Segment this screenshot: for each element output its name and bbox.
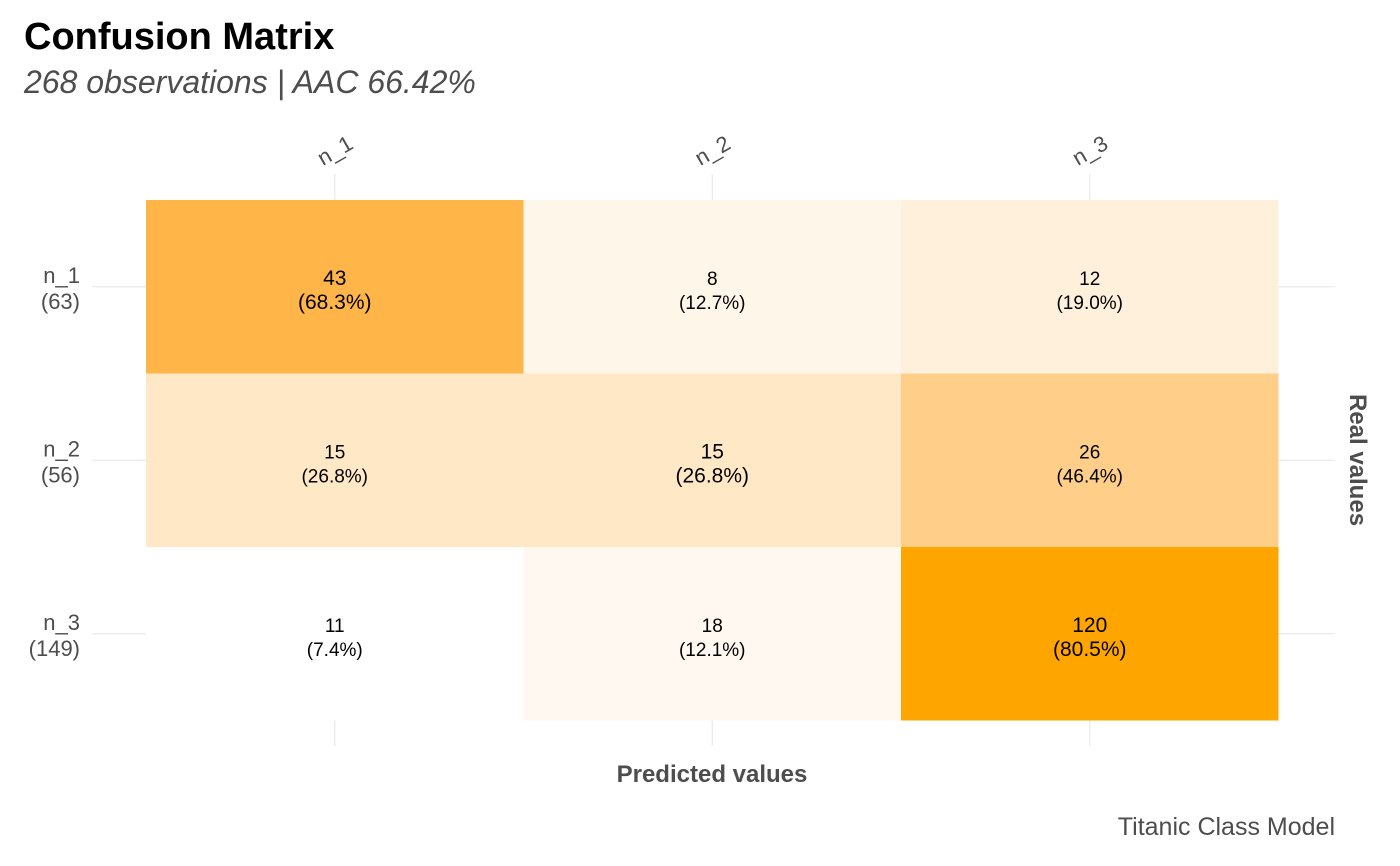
x-tick-labels: n_1 n_2 n_3 — [313, 130, 1112, 170]
cell-percent-label: (26.8%) — [301, 466, 368, 487]
y-tick-total-label: (56) — [41, 462, 80, 487]
heatmap-cell — [901, 200, 1279, 374]
chart-caption: Titanic Class Model — [1117, 813, 1335, 841]
y-tick-label: n_3 — [43, 610, 80, 635]
cell-percent-label: (12.7%) — [679, 293, 746, 314]
cell-count-label: 15 — [324, 442, 345, 463]
cell-percent-label: (80.5%) — [1053, 638, 1127, 661]
cell-count-label: 12 — [1079, 269, 1100, 290]
cell-count-label: 11 — [325, 616, 345, 637]
heatmap-cell — [523, 547, 901, 721]
x-tick-label: n_1 — [313, 130, 357, 170]
y-axis-title: Real values — [1344, 394, 1371, 526]
cell-percent-label: (26.8%) — [675, 464, 749, 487]
heatmap-cell — [146, 373, 524, 547]
x-tick-label: n_3 — [1068, 130, 1112, 170]
cell-count-label: 8 — [707, 269, 718, 290]
y-tick-labels: n_1(63) n_2(56) n_3(149) — [29, 263, 80, 661]
cell-count-label: 43 — [323, 267, 346, 290]
cell-percent-label: (19.0%) — [1056, 293, 1123, 314]
x-tick-label: n_2 — [690, 130, 734, 170]
heatmap-cell — [523, 200, 901, 374]
heatmap-cell — [146, 547, 524, 721]
heatmap-cell — [901, 547, 1279, 721]
cell-percent-label: (46.4%) — [1056, 466, 1123, 487]
cell-count-label: 15 — [701, 440, 724, 463]
heatmap-cells: 43(68.3%)8(12.7%)12(19.0%)15(26.8%)15(26… — [146, 200, 1279, 721]
cell-percent-label: (12.1%) — [679, 640, 746, 661]
cell-count-label: 120 — [1072, 614, 1107, 637]
chart-title: Confusion Matrix — [24, 16, 335, 58]
cell-count-label: 18 — [702, 616, 723, 637]
y-tick-label: n_2 — [43, 436, 80, 461]
chart-subtitle: 268 observations | AAC 66.42% — [24, 64, 476, 100]
y-tick-total-label: (63) — [41, 289, 80, 314]
cell-percent-label: (68.3%) — [298, 291, 372, 314]
y-tick-total-label: (149) — [29, 636, 80, 661]
heatmap-cell — [901, 373, 1279, 547]
cell-percent-label: (7.4%) — [307, 640, 363, 661]
heatmap-cell — [146, 200, 524, 374]
x-axis-title: Predicted values — [617, 761, 808, 788]
y-tick-label: n_1 — [43, 263, 80, 288]
cell-count-label: 26 — [1079, 442, 1100, 463]
heatmap-cell — [523, 373, 901, 547]
